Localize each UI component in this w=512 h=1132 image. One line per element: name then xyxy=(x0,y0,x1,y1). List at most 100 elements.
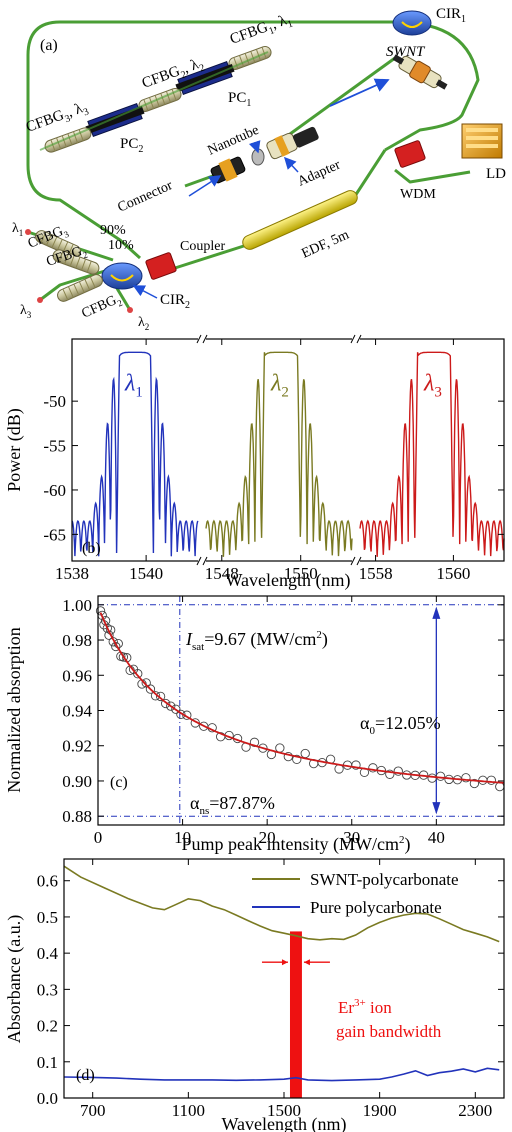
band-arrowhead-right xyxy=(303,959,310,966)
measurement-point xyxy=(495,781,505,792)
cfbg1-top-label: CFBG1, λ1 xyxy=(228,11,295,51)
measurement-point xyxy=(393,766,403,776)
measurement-point xyxy=(145,684,156,694)
x-tick-label: 10 xyxy=(174,828,191,847)
measurement-point xyxy=(161,698,171,709)
ratio-90-label: 90% xyxy=(100,223,126,238)
x-tick-label: 20 xyxy=(259,828,276,847)
spectrum-peak-label-3: λ3 xyxy=(423,371,442,401)
axis-break-mark-top xyxy=(356,334,362,344)
y-tick-label: 0.1 xyxy=(37,1053,58,1072)
output-port-1 xyxy=(25,229,31,235)
y-tick-label: -60 xyxy=(43,481,66,500)
x-tick-label: 30 xyxy=(343,828,360,847)
absorption-y-label: Normalized absorption xyxy=(4,627,24,792)
cfbg-2b-low xyxy=(57,274,103,302)
coupler-label: Coupler xyxy=(180,239,225,254)
spectrum-peak-label-1: λ1 xyxy=(124,371,143,401)
absorbance-x-label: Wavelength (nm) xyxy=(221,1114,346,1132)
gain-bandwidth-annotation: gain bandwidth xyxy=(336,1022,442,1041)
y-tick-label: 0.88 xyxy=(62,807,92,826)
absorbance-chart: 700 1100 1500 1900 2300 0.0 0.1 0.2 0.3 0.4 0.5 0.6… xyxy=(4,858,505,1132)
x-tick-label: 1558 xyxy=(359,564,393,583)
spectrum-line-3 xyxy=(359,351,505,557)
axis-break-mask-top xyxy=(352,335,360,343)
y-tick-label: 0.6 xyxy=(37,872,58,891)
ld-label: LD xyxy=(486,166,506,182)
measurement-point xyxy=(141,678,151,688)
swnt-device xyxy=(392,54,448,90)
measurement-point xyxy=(176,709,186,720)
x-tick-label: 700 xyxy=(80,1101,106,1120)
panel-a-tag: (a) xyxy=(40,37,58,54)
legend-pure-label: Pure polycarbonate xyxy=(310,898,442,917)
panel-c-tag: (c) xyxy=(110,774,128,791)
x-tick-label: 1900 xyxy=(363,1101,397,1120)
x-tick-label: 0 xyxy=(94,828,103,847)
fbg-chain-fiber xyxy=(39,51,269,151)
y-tick-label: 0.0 xyxy=(37,1089,58,1108)
absorbance-y-label: Absorbance (a.u.) xyxy=(4,915,25,1043)
y-tick-label: 0.90 xyxy=(62,772,92,791)
saturable-absorption-chart: 0 10 20 30 40 0.88 0.90 0.92 0.94 0.96 0.98 1.00 No… xyxy=(4,595,505,855)
absorbance-plot-area xyxy=(63,865,500,1098)
measurement-point xyxy=(351,760,361,770)
y-tick-label: -50 xyxy=(43,392,66,411)
absorption-plot-area xyxy=(95,596,505,825)
spectrum-peak-label-2: λ2 xyxy=(270,371,289,401)
axis-break-mark xyxy=(202,556,208,566)
pc1-label: PC1 xyxy=(228,90,251,109)
output-port-2 xyxy=(127,307,133,313)
alpha0-annotation: α0=12.05% xyxy=(360,713,441,737)
y-tick-label: 0.98 xyxy=(62,631,92,650)
edf-fiber xyxy=(242,190,358,250)
cir2-label: CIR2 xyxy=(160,292,190,311)
measurement-point xyxy=(166,701,176,711)
axis-break-mark xyxy=(350,556,356,566)
absorption-axes: 0 10 20 30 40 0.88 0.90 0.92 0.94 0.96 0.98 1.00 xyxy=(62,596,504,847)
pc2-label: PC2 xyxy=(120,136,143,155)
fit-curve xyxy=(99,612,505,784)
y-tick-label: 0.5 xyxy=(37,908,58,927)
er-ion-annotation: Er3+ ion xyxy=(338,997,392,1017)
swnt-label: SWNT xyxy=(386,44,426,60)
output-port-3 xyxy=(37,297,43,303)
adapter-arrow xyxy=(283,156,299,173)
x-tick-label: 1540 xyxy=(129,564,163,583)
spectrum-panel: λ1 λ2 λ3 1538 1540 1548 1550 1558 1560 -65 -60 -55… xyxy=(0,333,512,591)
wdm-label: WDM xyxy=(400,187,436,202)
wdm-coupler xyxy=(394,140,426,168)
measurement-point xyxy=(385,769,395,779)
absorbance-axes: 700 1100 1500 1900 2300 0.0 0.1 0.2 0.3 0.4 0.5 0.6 xyxy=(37,859,504,1120)
adapter-label: Adapter xyxy=(296,157,344,189)
y-tick-label: 0.2 xyxy=(37,1017,58,1036)
measurement-point xyxy=(292,754,302,765)
spectrum-frame xyxy=(71,338,505,562)
ratio-10-label: 10% xyxy=(108,238,134,253)
cir2-pointer-arrow xyxy=(132,285,158,299)
measurement-point xyxy=(258,743,268,753)
gain-bandwidth-band xyxy=(289,931,302,1098)
y-tick-label: 1.00 xyxy=(62,596,92,615)
alpha0-arrowhead-bottom xyxy=(432,802,441,815)
cfbg-3-low xyxy=(35,230,81,258)
y-tick-label: 0.94 xyxy=(62,702,92,721)
measurement-point xyxy=(283,751,293,762)
y-tick-label: 0.92 xyxy=(62,737,92,756)
legend-swnt-label: SWNT-polycarbonate xyxy=(310,870,459,889)
saturable-absorption-panel: 0 10 20 30 40 0.88 0.90 0.92 0.94 0.96 0.98 1.00 No… xyxy=(0,592,512,855)
lambda1-port-label: λ1 xyxy=(12,221,23,238)
x-tick-label: 1550 xyxy=(284,564,318,583)
x-tick-label: 2300 xyxy=(458,1101,492,1120)
cir1-label: CIR1 xyxy=(436,6,466,25)
reflection-spectrum-chart: λ1 λ2 λ3 1538 1540 1548 1550 1558 1560 -65 -60 -55… xyxy=(4,334,505,591)
measurement-point xyxy=(300,748,310,759)
x-tick-label: 1100 xyxy=(172,1101,205,1120)
measurement-point xyxy=(150,691,161,701)
isat-annotation: Isat=9.67 (MW/cm2) xyxy=(185,629,328,653)
measurement-point xyxy=(95,606,106,616)
x-tick-label: 1538 xyxy=(55,564,89,583)
measurement-point xyxy=(469,778,480,789)
y-tick-label: -55 xyxy=(43,437,66,456)
absorbance-frame xyxy=(63,858,505,1099)
